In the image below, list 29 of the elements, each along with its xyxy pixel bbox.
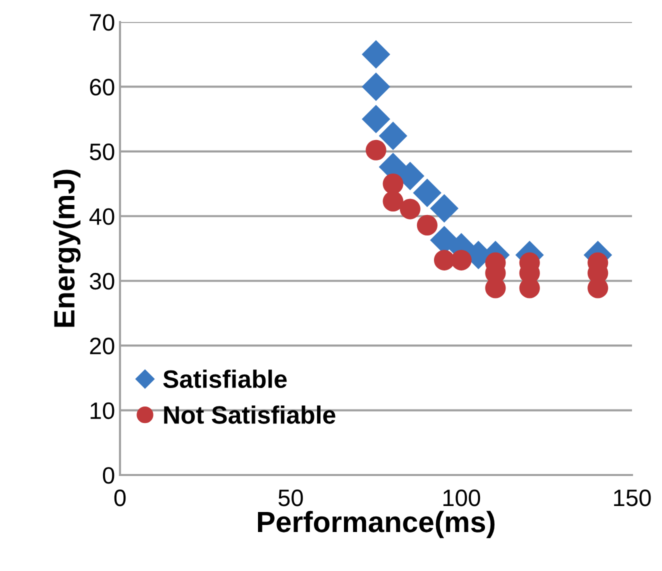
x-tick-label: 100 (443, 490, 480, 506)
point (416, 214, 438, 236)
y-axis-title: Energy(mJ) (53, 170, 81, 327)
y-tick-label: 30 (90, 272, 114, 290)
point (362, 72, 390, 101)
point (366, 140, 386, 160)
point (382, 173, 404, 194)
y-tick-label: 60 (90, 78, 114, 96)
x-axis-title: Performance(ms) (258, 510, 495, 538)
x-tick-label: 50 (278, 490, 303, 506)
y-tick-label: 40 (89, 208, 114, 225)
point (400, 198, 420, 220)
point (362, 40, 390, 69)
y-tick-label: 50 (90, 143, 114, 160)
point (362, 104, 390, 134)
y-tick-label: 20 (90, 338, 114, 354)
point (378, 122, 408, 150)
point (451, 250, 472, 270)
point (412, 178, 442, 208)
point (430, 194, 458, 223)
point (382, 190, 404, 212)
y-tick-label: 70 (90, 14, 114, 31)
legend-label: Not Satisfiable (164, 405, 336, 424)
x-tick-label: 0 (114, 490, 126, 506)
y-tick-label: 10 (90, 402, 114, 420)
legend-label: Satisfiable (163, 370, 287, 388)
y-tick-label: 0 (102, 467, 114, 484)
point (434, 250, 455, 270)
x-tick-label: 150 (614, 490, 651, 506)
